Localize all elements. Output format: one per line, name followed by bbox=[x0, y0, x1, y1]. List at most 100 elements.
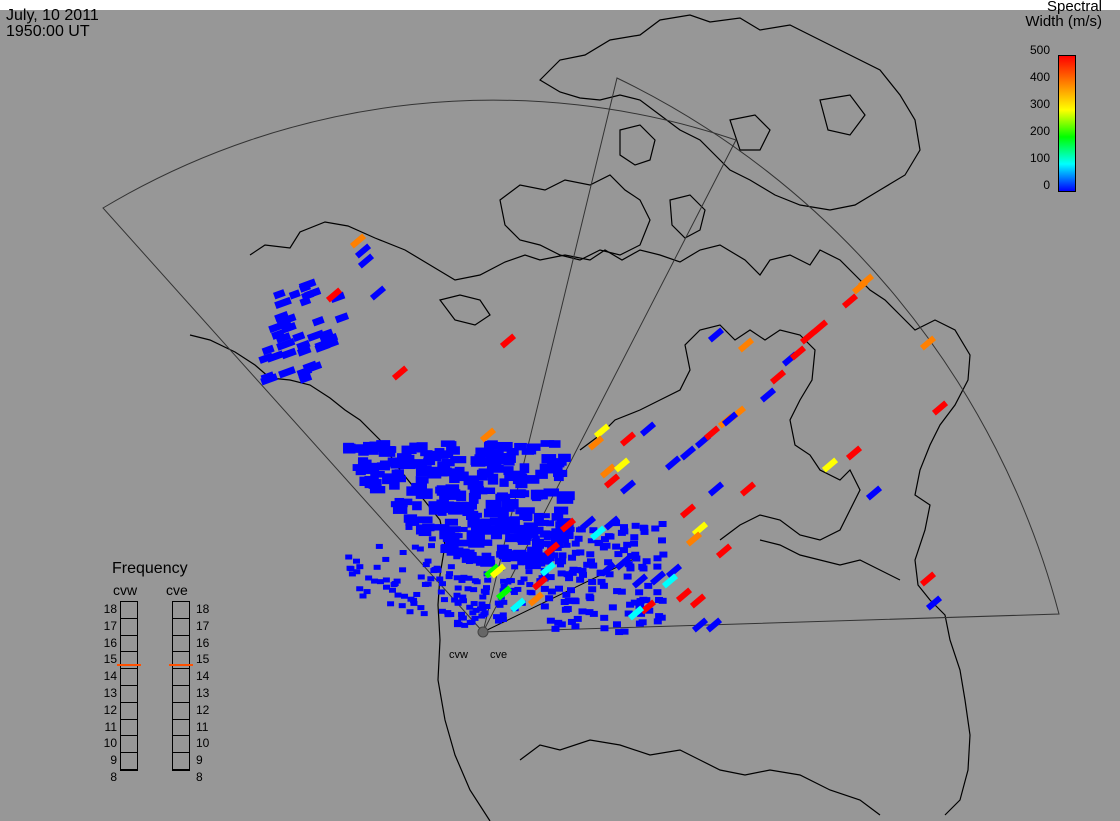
backscatter-cell bbox=[561, 606, 570, 613]
backscatter-cell bbox=[526, 589, 534, 595]
backscatter-cell bbox=[465, 575, 473, 581]
frequency-level-label: 16 bbox=[196, 635, 210, 650]
backscatter-cell bbox=[491, 461, 501, 469]
frequency-scale-cve bbox=[169, 601, 193, 771]
frequency-level-label: 13 bbox=[196, 686, 210, 700]
frequency-cell bbox=[173, 651, 189, 653]
backscatter-cell bbox=[478, 601, 486, 607]
frequency-cell bbox=[121, 634, 137, 636]
backscatter-cell bbox=[568, 569, 577, 576]
backscatter-cell bbox=[576, 576, 585, 583]
backscatter-cell bbox=[547, 458, 559, 466]
colorbar-tick: 0 bbox=[1043, 178, 1050, 192]
backscatter-cell bbox=[603, 515, 621, 531]
backscatter-cell bbox=[499, 529, 507, 535]
backscatter-cell bbox=[382, 577, 390, 583]
backscatter-cell bbox=[614, 555, 632, 571]
backscatter-cell bbox=[486, 464, 504, 473]
backscatter-cell bbox=[356, 564, 364, 570]
backscatter-cell bbox=[480, 518, 491, 529]
backscatter-cell bbox=[574, 535, 583, 542]
backscatter-cell bbox=[619, 479, 637, 495]
backscatter-cell bbox=[354, 243, 372, 259]
backscatter-cell bbox=[535, 469, 548, 479]
frequency-level-label: 16 bbox=[103, 635, 117, 650]
backscatter-cell bbox=[554, 558, 567, 565]
backscatter-cell bbox=[635, 589, 644, 596]
radar-site-marker bbox=[477, 626, 489, 638]
backscatter-cell bbox=[363, 447, 379, 455]
backscatter-cell bbox=[500, 453, 516, 463]
backscatter-cell bbox=[630, 599, 639, 606]
backscatter-cell bbox=[500, 599, 508, 605]
radar-label-cvw: cvw bbox=[449, 649, 468, 661]
backscatter-cell bbox=[548, 440, 561, 448]
backscatter-cell bbox=[644, 582, 653, 589]
backscatter-cell bbox=[679, 445, 697, 461]
backscatter-cell bbox=[471, 578, 479, 584]
backscatter-cell bbox=[431, 567, 439, 573]
backscatter-cell bbox=[557, 570, 566, 577]
backscatter-cell bbox=[481, 610, 489, 616]
colorbar-tick: 200 bbox=[1029, 124, 1050, 138]
backscatter-cell bbox=[464, 586, 472, 592]
backscatter-cell bbox=[534, 519, 549, 526]
backscatter-cell bbox=[497, 516, 509, 525]
frequency-level-label: 8 bbox=[110, 770, 117, 784]
backscatter-cell bbox=[391, 469, 404, 477]
frequency-level-label: 15 bbox=[103, 652, 117, 667]
backscatter-cell bbox=[540, 585, 549, 592]
radar-fov bbox=[102, 77, 1060, 633]
backscatter-cell bbox=[444, 501, 455, 508]
backscatter-cell bbox=[547, 588, 556, 595]
backscatter-cell bbox=[651, 525, 660, 532]
backscatter-cell bbox=[376, 579, 384, 585]
backscatter-cell bbox=[619, 547, 628, 554]
backscatter-cell bbox=[373, 564, 381, 570]
backscatter-cell bbox=[483, 603, 491, 609]
backscatter-cell bbox=[449, 501, 461, 509]
frequency-cell bbox=[173, 617, 189, 619]
backscatter-cell bbox=[559, 530, 568, 537]
backscatter-cell bbox=[865, 485, 883, 501]
frequency-level-label: 10 bbox=[103, 736, 117, 751]
backscatter-cell bbox=[578, 567, 587, 574]
backscatter-cell bbox=[449, 543, 457, 549]
backscatter-cell bbox=[456, 490, 467, 502]
backscatter-cell bbox=[460, 598, 468, 604]
backscatter-cell bbox=[496, 552, 504, 558]
backscatter-cell bbox=[461, 552, 477, 563]
backscatter-cell bbox=[553, 474, 564, 482]
backscatter-cell bbox=[446, 441, 457, 452]
backscatter-cell bbox=[604, 559, 613, 566]
date-label: July, 10 2011 bbox=[6, 7, 99, 24]
backscatter-cell bbox=[769, 369, 787, 385]
backscatter-cell bbox=[399, 550, 407, 556]
backscatter-cell bbox=[274, 296, 292, 310]
backscatter-cell bbox=[560, 599, 569, 606]
backscatter-cell bbox=[461, 622, 469, 628]
backscatter-cell bbox=[588, 578, 597, 585]
frequency-radar-cvw: cvw bbox=[113, 582, 138, 598]
time-label: 1950:00 UT bbox=[6, 23, 90, 40]
backscatter-cell bbox=[515, 509, 523, 515]
backscatter-cell bbox=[364, 481, 380, 489]
backscatter-cell bbox=[365, 466, 376, 474]
backscatter-cell bbox=[524, 475, 540, 484]
colorbar-tick: 300 bbox=[1029, 97, 1050, 111]
backscatter-cell bbox=[532, 535, 540, 541]
frequency-level-label: 9 bbox=[110, 753, 117, 768]
backscatter-cell bbox=[571, 540, 580, 547]
backscatter-cell bbox=[276, 337, 296, 351]
backscatter-cell bbox=[458, 611, 466, 617]
backscatter-cell bbox=[489, 526, 506, 535]
backscatter-cell bbox=[665, 563, 683, 579]
backscatter-cell bbox=[343, 443, 356, 454]
backscatter-cell bbox=[490, 527, 498, 533]
backscatter-cell bbox=[531, 538, 544, 549]
backscatter-cell bbox=[517, 579, 525, 585]
backscatter-cell bbox=[513, 524, 526, 534]
backscatter-cell bbox=[506, 577, 514, 583]
backscatter-cell bbox=[363, 589, 371, 595]
